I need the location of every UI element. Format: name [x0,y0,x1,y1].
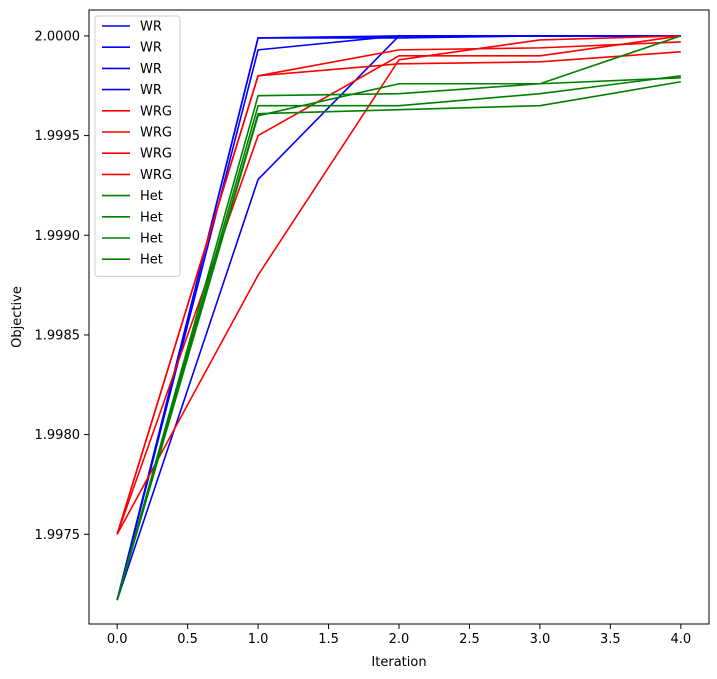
series-line-wrg [116,35,681,535]
y-tick-label: 1.9985 [35,328,81,343]
x-tick-label: 3.0 [530,632,551,647]
x-tick-label: 2.5 [459,632,480,647]
x-tick-label: 0.5 [177,632,198,647]
x-axis-ticks: 0.0 0.5 1.0 1.5 2.0 2.5 3.0 3.5 4.0 [107,624,691,647]
plot-frame [88,9,710,625]
series-line-het [116,35,682,601]
series-line-het [116,74,681,601]
legend-entry: WR [140,62,162,77]
y-tick-label: 1.9995 [35,129,81,144]
x-tick-label: 2.0 [389,632,410,647]
x-tick-label: 1.5 [318,632,339,647]
legend-entry: Het [140,232,163,247]
legend-entry: Het [140,210,163,225]
legend-entry: WR [140,41,162,56]
y-axis-label: Objective [10,286,25,348]
series-lines [116,35,682,601]
series-line-wr [116,35,681,601]
legend-entry: WRG [140,104,172,119]
y-tick-label: 2.0000 [35,29,81,44]
series-line-het [116,76,681,601]
y-tick-label: 1.9990 [35,229,81,244]
legend-entry: WRG [140,126,172,141]
legend-entry: Het [140,253,163,268]
series-line-wrg [116,51,681,535]
legend-entry: WRG [140,147,172,162]
x-axis-label: Iteration [371,655,426,670]
plot-background [89,10,709,624]
legend-entry: WR [140,83,162,98]
y-tick-label: 1.9975 [35,528,81,543]
y-axis-ticks: 1.9975 1.9980 1.9985 1.9990 1.9995 2.0000 [35,29,89,543]
x-tick-label: 3.5 [600,632,621,647]
legend: WR WR WR WR WRG WRG WRG WRG Het Het Het Het [94,15,181,277]
x-tick-label: 4.0 [670,632,691,647]
legend-entry: WR [140,20,162,35]
legend-box [94,15,181,277]
legend-entry: WRG [140,168,172,183]
y-tick-label: 1.9980 [35,428,81,443]
legend-entry: Het [140,189,163,204]
x-tick-label: 1.0 [248,632,269,647]
x-tick-label: 0.0 [107,632,128,647]
